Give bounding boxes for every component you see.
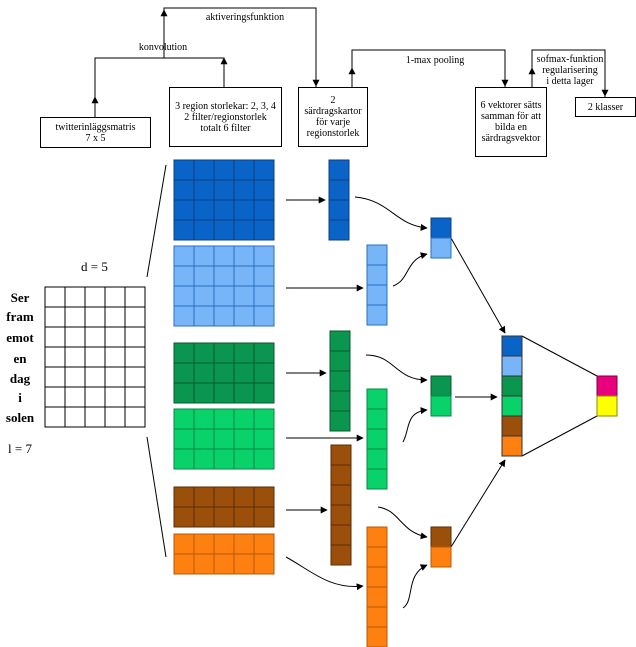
- activation-label: aktiveringsfunktion: [205, 12, 285, 23]
- convolution-label: konvolution: [138, 42, 188, 53]
- filter-brown: [173, 486, 275, 528]
- d-label: d = 5: [81, 259, 108, 274]
- region-sizes-text: 3 region storlekar: 2, 3, 4 2 filter/reg…: [175, 100, 276, 134]
- sentence-word: en: [13, 351, 27, 366]
- input-matrix-text: twitterinläggsmatris 7 x 5: [55, 121, 136, 144]
- arrow-concat-1: [450, 237, 506, 334]
- feature-map-brown: [330, 444, 352, 566]
- arrow-pool-3: [365, 354, 428, 384]
- filter-dark-green: [173, 342, 275, 404]
- sentence-word: emot: [6, 330, 34, 345]
- arrow-pool-4: [402, 407, 428, 443]
- filter-orange: [173, 533, 275, 575]
- feature-vector-cell: [501, 375, 523, 397]
- classes-box: 2 klasser: [575, 97, 636, 117]
- softmax-line-bottom: [521, 415, 598, 457]
- input-matrix-box: twitterinläggsmatris 7 x 5: [40, 117, 151, 148]
- arrow-pool-5: [377, 506, 428, 540]
- feature-map-orange: [366, 526, 388, 647]
- classes-text: 2 klasser: [587, 101, 624, 113]
- pooled-dark-blue: [430, 217, 452, 239]
- l-label: l = 7: [8, 441, 32, 456]
- softmax-label: sofmax-funktion regularisering i detta l…: [536, 54, 604, 87]
- class-output-2: [596, 395, 618, 417]
- sentence-word: Ser: [10, 290, 30, 305]
- feature-vector-cell: [501, 335, 523, 357]
- arrow-pool-6: [402, 564, 428, 609]
- feature-maps-box: 2 särdragskartor för varje regionstorlek: [298, 87, 368, 147]
- feature-vector-cell: [501, 355, 523, 377]
- region-sizes-box: 3 region storlekar: 2, 3, 4 2 filter/reg…: [169, 87, 282, 147]
- pooled-orange: [430, 546, 452, 568]
- feature-maps-text: 2 särdragskartor för varje regionstorlek: [304, 95, 362, 139]
- feature-map-dark-blue: [328, 159, 350, 241]
- pooled-light-green: [430, 395, 452, 417]
- fan-line-bottom: [146, 436, 167, 558]
- vectors-text: 6 vektorer sätts samman för att bilda en…: [480, 100, 542, 144]
- class-output-1: [596, 375, 618, 397]
- pooled-dark-green: [430, 375, 452, 397]
- feature-vector-cell: [501, 435, 523, 457]
- sentence-word: fram: [6, 309, 34, 324]
- feature-map-light-green: [366, 388, 388, 490]
- arrow-pool-2: [392, 252, 428, 287]
- arrow-pool-1: [354, 196, 428, 231]
- pooled-light-blue: [430, 237, 452, 259]
- filter-light-blue: [173, 245, 275, 327]
- arrow-concat-3: [450, 459, 506, 548]
- feature-vector-cell: [501, 395, 523, 417]
- pooled-brown: [430, 526, 452, 548]
- arrow-conv-6: [285, 556, 364, 591]
- feature-vector-cell: [501, 415, 523, 437]
- feature-map-light-blue: [366, 244, 388, 326]
- softmax-line-top: [521, 335, 598, 377]
- vectors-box: 6 vektorer sätts samman för att bilda en…: [475, 87, 547, 157]
- sentence-word: solen: [5, 410, 35, 425]
- sentence-word: i: [18, 390, 22, 405]
- feature-map-dark-green: [329, 330, 351, 432]
- filter-light-green: [173, 408, 275, 470]
- filter-dark-blue: [173, 159, 275, 241]
- sentence-matrix: [44, 286, 146, 428]
- sentence-word: dag: [9, 371, 31, 386]
- pooling-label: 1-max pooling: [405, 55, 465, 66]
- fan-line-top: [146, 164, 167, 278]
